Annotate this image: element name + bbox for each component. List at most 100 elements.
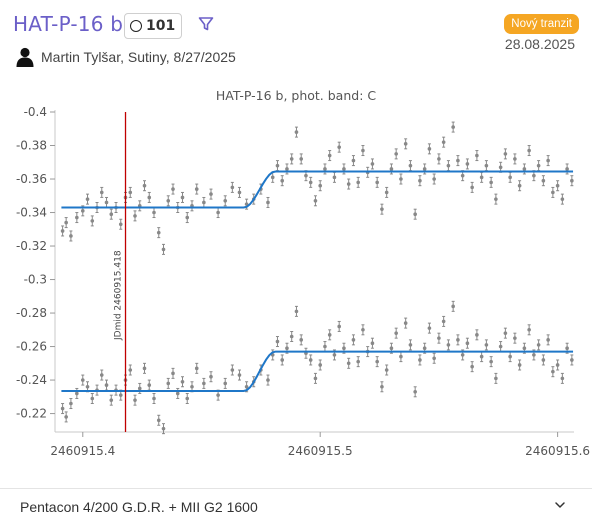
data-point: [370, 341, 375, 346]
equipment-label: Pentacon 4/200 G.D.R. + MII G2 1600: [20, 499, 258, 515]
data-point: [394, 152, 398, 156]
filter-icon[interactable]: [198, 16, 214, 32]
data-point: [560, 376, 565, 381]
observer-row: Martin Tylšar, Sutiny, 8/27/2025: [16, 47, 236, 67]
y-tick-label: -0.22: [16, 407, 47, 421]
data-point: [479, 354, 484, 359]
observation-count-badge[interactable]: 101: [124, 13, 183, 39]
data-point: [361, 328, 365, 332]
data-point: [422, 346, 427, 351]
user-icon: [16, 47, 34, 67]
data-point: [337, 324, 341, 329]
data-point: [536, 343, 541, 347]
data-point: [380, 207, 384, 211]
x-tick-label: 2460915.5: [288, 444, 353, 458]
data-point: [294, 309, 299, 314]
data-point: [237, 373, 242, 377]
data-point: [337, 145, 341, 149]
header: HAT-P-16 b 101 Martin Tylšar, Sutiny, 8/…: [0, 0, 592, 100]
data-point: [80, 209, 85, 213]
data-point: [456, 158, 460, 163]
data-point: [536, 163, 541, 168]
data-point: [299, 157, 304, 161]
data-point: [152, 396, 156, 401]
data-point: [128, 368, 133, 372]
data-point: [346, 182, 351, 186]
data-point: [285, 346, 289, 351]
observation-count: 101: [146, 18, 176, 34]
data-point: [223, 381, 228, 386]
data-point: [489, 180, 493, 185]
data-point: [161, 247, 166, 252]
data-point: [299, 338, 304, 342]
data-point: [437, 336, 441, 340]
data-point: [75, 391, 79, 396]
data-point: [546, 158, 550, 163]
data-point: [237, 190, 242, 195]
data-point: [427, 147, 432, 151]
data-point: [137, 386, 142, 391]
data-point: [470, 364, 474, 369]
page-title: HAT-P-16 b: [13, 12, 124, 36]
data-point: [446, 343, 451, 347]
data-point: [171, 371, 175, 376]
data-point: [489, 359, 493, 364]
model-curve: [61, 170, 574, 209]
data-point: [517, 183, 522, 188]
data-point: [128, 190, 133, 195]
data-point: [470, 185, 474, 190]
data-point: [230, 185, 235, 190]
data-point: [152, 210, 156, 215]
data-point: [389, 346, 394, 351]
data-point: [342, 346, 346, 351]
equipment-row[interactable]: Pentacon 4/200 G.D.R. + MII G2 1600: [0, 488, 592, 527]
data-point: [230, 368, 235, 372]
data-point: [560, 197, 565, 201]
data-point: [565, 167, 569, 171]
observer-info: Martin Tylšar, Sutiny, 8/27/2025: [41, 49, 236, 65]
data-point: [209, 374, 213, 379]
data-point: [456, 338, 460, 342]
data-point: [570, 178, 574, 183]
data-point: [109, 212, 114, 216]
data-point: [270, 175, 275, 180]
data-point: [133, 214, 137, 218]
data-point: [142, 183, 147, 188]
y-tick-label: -0.4: [24, 105, 47, 119]
data-point: [209, 192, 213, 196]
data-point: [418, 358, 422, 362]
data-point: [294, 130, 299, 134]
data-point: [142, 366, 147, 371]
data-point: [342, 167, 346, 171]
data-point: [418, 178, 422, 183]
data-point: [166, 381, 171, 386]
data-point: [109, 398, 114, 402]
data-point: [432, 177, 436, 181]
data-point: [508, 175, 512, 180]
data-point: [522, 167, 527, 171]
data-point: [465, 341, 470, 346]
data-point: [441, 319, 446, 324]
data-point: [156, 230, 161, 235]
data-point: [90, 396, 95, 401]
data-point: [437, 157, 441, 161]
data-point: [498, 344, 503, 349]
data-point: [565, 346, 569, 351]
data-point: [361, 148, 365, 153]
data-point: [555, 183, 560, 188]
data-point: [190, 384, 194, 389]
data-point: [69, 401, 73, 406]
y-tick-label: -0.34: [16, 206, 47, 220]
data-point: [384, 368, 389, 372]
data-point: [318, 363, 322, 367]
light-curve-chart: HAT-P-16 b, phot. band: C -0.4 -0.38 -0.36…: [0, 80, 592, 470]
data-point: [118, 393, 123, 397]
data-point: [147, 383, 152, 387]
data-point: [399, 177, 403, 181]
data-point: [427, 326, 432, 330]
data-point: [403, 142, 408, 146]
data-point: [194, 187, 199, 191]
chevron-down-icon[interactable]: [554, 499, 566, 511]
data-point: [156, 418, 161, 423]
data-point: [323, 167, 327, 171]
